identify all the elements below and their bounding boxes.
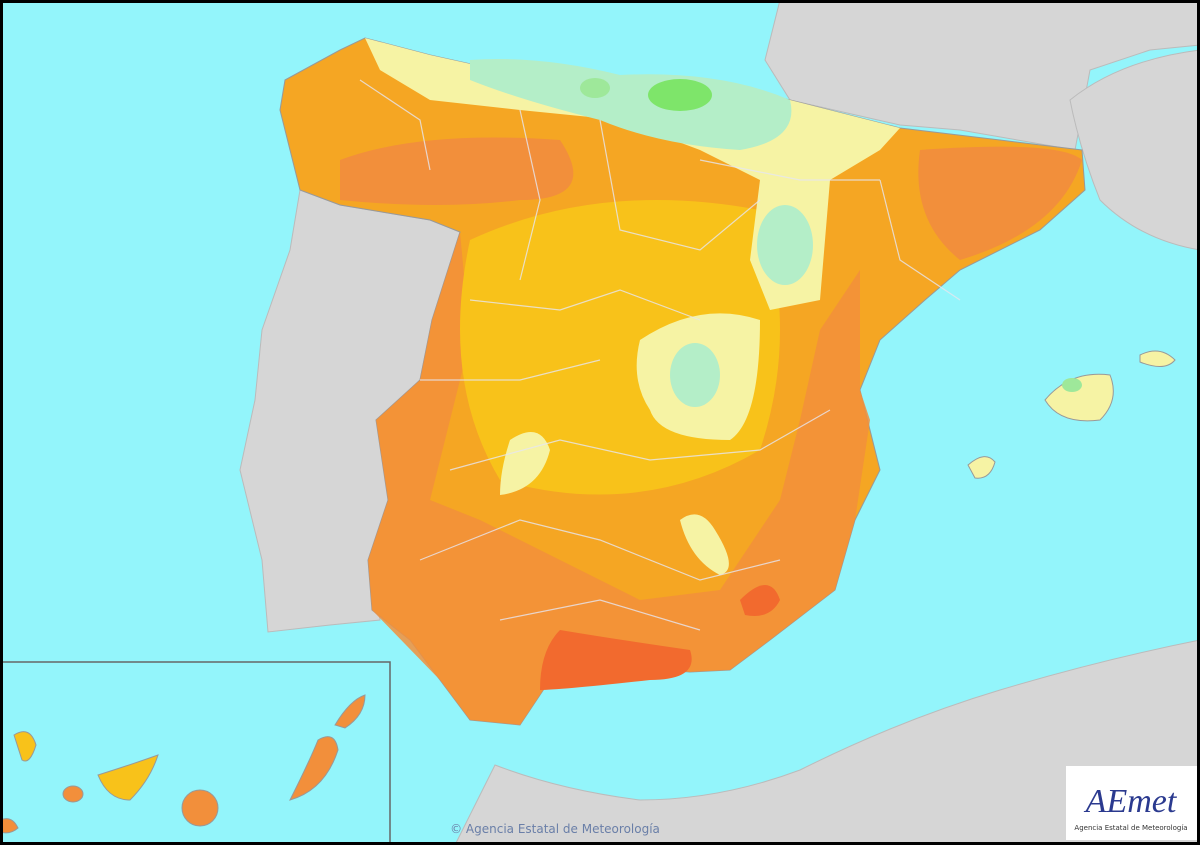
lanzarote	[334, 694, 366, 729]
cool-zone-west	[500, 432, 550, 495]
warm-zone-north	[340, 137, 574, 205]
province-borders	[359, 79, 961, 631]
cool-zone-south	[680, 514, 729, 575]
el-hierro	[0, 818, 19, 834]
france-south	[1069, 49, 1200, 251]
cold-zone-madrid	[670, 343, 720, 407]
tenerife	[97, 754, 159, 801]
cold-zone	[470, 59, 792, 150]
fuerteventura	[289, 736, 339, 801]
copyright: © Agencia Estatal de Meteorología	[450, 822, 660, 836]
coldest-zone	[648, 79, 712, 111]
africa	[454, 639, 1200, 845]
mallorca-cold	[1062, 378, 1082, 392]
gran-canaria	[181, 789, 219, 827]
ibiza	[967, 456, 996, 479]
la-palma	[13, 731, 37, 762]
logo-box	[1066, 766, 1197, 840]
menorca	[1139, 350, 1176, 367]
logo-subtitle: Agencia Estatal de Meteorología	[1074, 824, 1187, 832]
la-gomera	[62, 785, 84, 803]
hot-zone	[540, 630, 692, 690]
coldest-zone-2	[580, 78, 610, 98]
province-lines	[359, 79, 961, 631]
warm-zone-east	[918, 146, 1082, 260]
hot-zone-2	[740, 585, 780, 616]
logo-name: AEmet	[1084, 783, 1178, 820]
canary-inset-frame	[0, 661, 391, 845]
cold-zone-iberico	[757, 205, 813, 285]
